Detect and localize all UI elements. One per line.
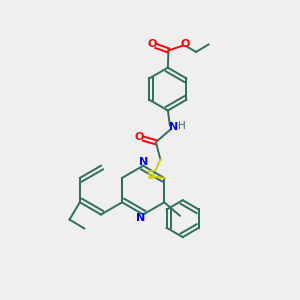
Text: N: N [136,213,146,224]
Text: O: O [181,40,190,50]
Text: O: O [147,40,157,50]
Text: N: N [139,157,148,167]
Text: H: H [178,121,186,130]
Text: S: S [146,169,155,182]
Text: N: N [169,122,178,132]
Text: O: O [135,132,144,142]
